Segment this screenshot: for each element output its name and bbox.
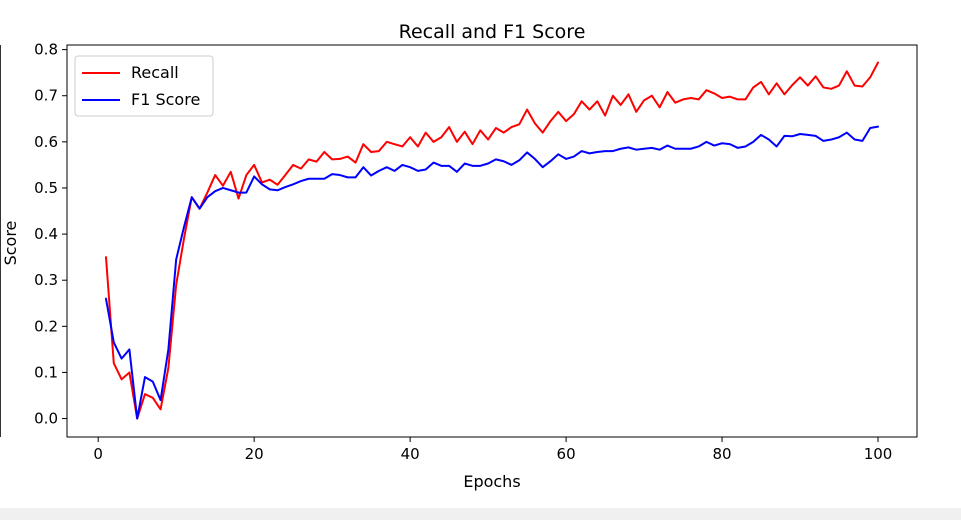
y-tick-label: 0.3: [34, 271, 58, 289]
left-edge-divider: [0, 45, 1, 437]
y-axis-label: Score: [1, 221, 20, 266]
y-tick-label: 0.8: [34, 41, 58, 59]
y-tick-label: 0.0: [34, 410, 58, 428]
x-tick-label: 80: [712, 445, 731, 463]
y-tick-label: 0.5: [34, 179, 58, 197]
legend-label: Recall: [131, 63, 179, 82]
y-tick-label: 0.4: [34, 225, 58, 243]
x-axis-label: Epochs: [463, 472, 520, 491]
y-tick-label: 0.7: [34, 87, 58, 105]
series-line-f1-score: [104, 125, 880, 420]
x-tick-label: 60: [557, 445, 576, 463]
legend: Recall F1 Score: [74, 55, 214, 117]
chart-title: Recall and F1 Score: [399, 21, 586, 43]
x-tick-label: 0: [93, 445, 103, 463]
legend-entries: Recall F1 Score: [82, 63, 200, 109]
footer-strip: [0, 508, 961, 520]
x-tick-label: 100: [864, 445, 893, 463]
y-axis-ticks: 0.0 0.1 0.2 0.3 0.4 0.5 0.6 0.7 0.8: [34, 41, 67, 428]
legend-label: F1 Score: [131, 90, 200, 109]
x-tick-label: 20: [245, 445, 264, 463]
y-tick-label: 0.6: [34, 133, 58, 151]
x-tick-label: 40: [401, 445, 420, 463]
y-tick-label: 0.1: [34, 363, 58, 381]
y-tick-label: 0.2: [34, 317, 58, 335]
plot-frame: [66, 44, 918, 438]
chart-canvas: Recall and F1 Score 0 20 40 60 80 100 0.00.10…: [1, 21, 918, 491]
series-layer: [104, 61, 880, 420]
x-axis-ticks: 0 20 40 60 80 100: [93, 437, 892, 463]
series-line-recall: [104, 61, 880, 420]
